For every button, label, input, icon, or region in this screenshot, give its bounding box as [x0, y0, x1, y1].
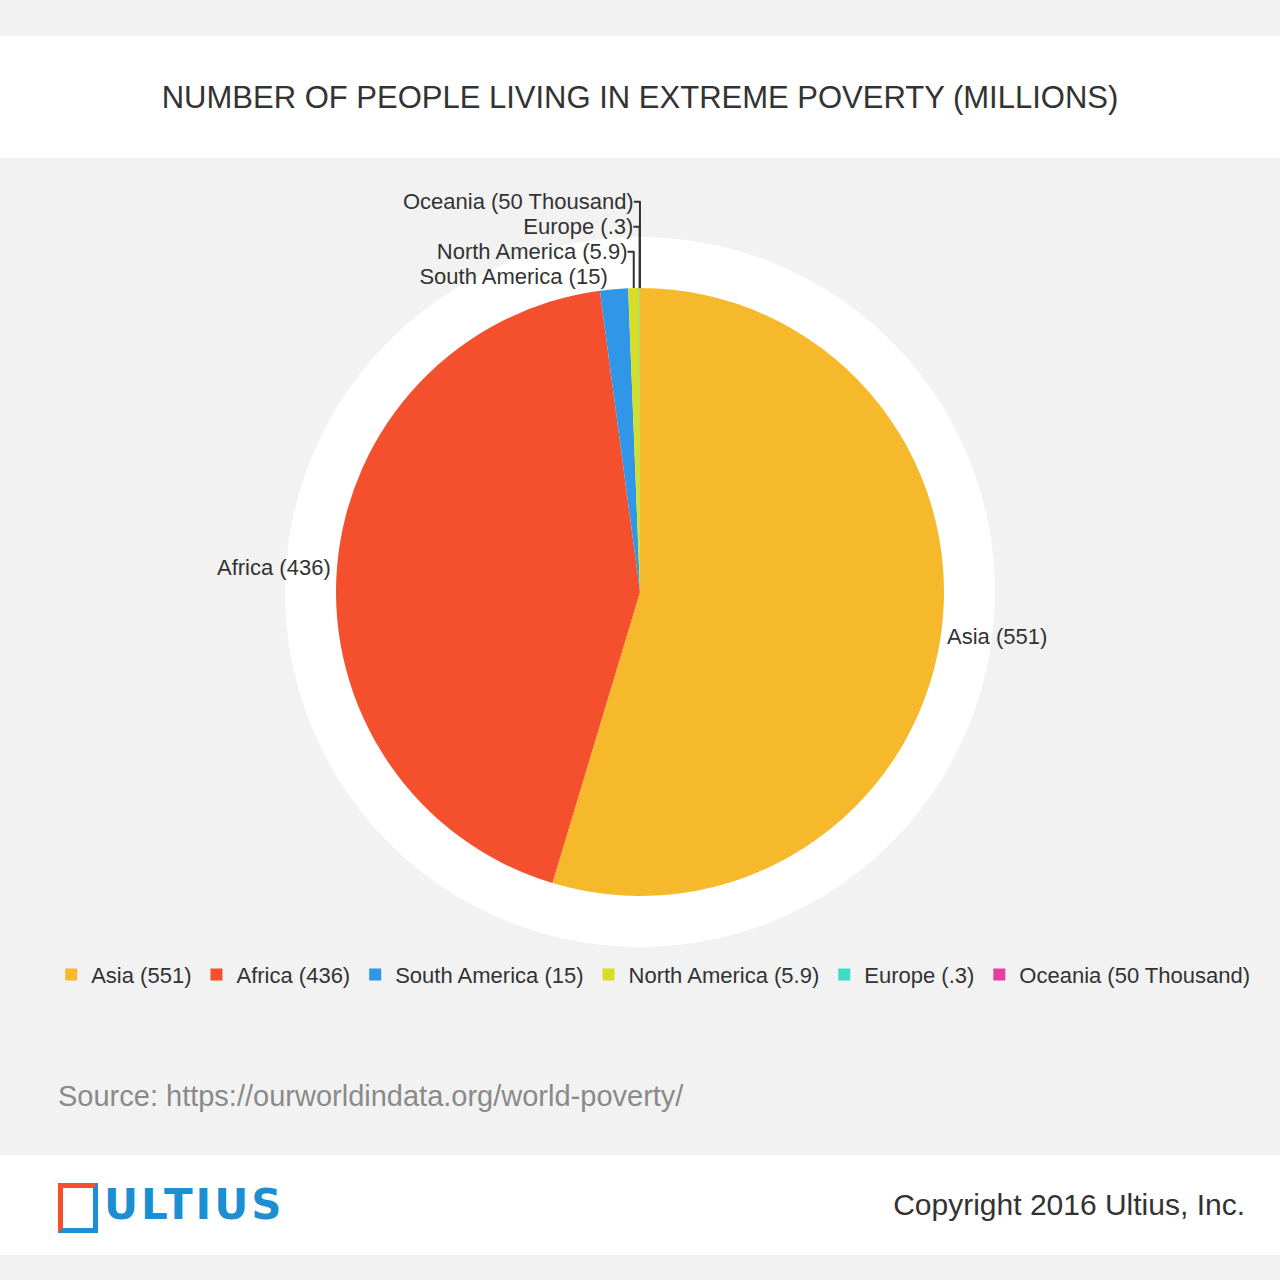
svg-text:Asia (551): Asia (551) [947, 624, 1047, 649]
svg-text:South America (15): South America (15) [419, 264, 607, 289]
svg-text:NUMBER OF PEOPLE LIVING IN EXT: NUMBER OF PEOPLE LIVING IN EXTREME POVER… [162, 80, 1119, 115]
html-text:Copyright 2016 Ultius, Inc.: Copyright 2016 Ultius, Inc. [893, 1188, 1245, 1221]
svg-text:Oceania (50 Thousand): Oceania (50 Thousand) [1019, 963, 1250, 988]
svg-text:North America (5.9): North America (5.9) [437, 239, 628, 264]
svg-text:Africa (436): Africa (436) [217, 555, 331, 580]
svg-text:Africa (436): Africa (436) [236, 963, 350, 988]
svg-text:Asia (551): Asia (551) [91, 963, 191, 988]
html-text:ULTIUS: ULTIUS [104, 1180, 285, 1229]
svg-text:North America (5.9): North America (5.9) [629, 963, 820, 988]
svg-text:Oceania (50 Thousand): Oceania (50 Thousand) [403, 189, 634, 214]
svg-text:Europe (.3): Europe (.3) [523, 214, 633, 239]
svg-text:South America (15): South America (15) [395, 963, 583, 988]
html-text:Source: https://ourworldindata: Source: https://ourworldindata.org/world… [58, 1080, 684, 1112]
svg-text:Europe (.3): Europe (.3) [864, 963, 974, 988]
